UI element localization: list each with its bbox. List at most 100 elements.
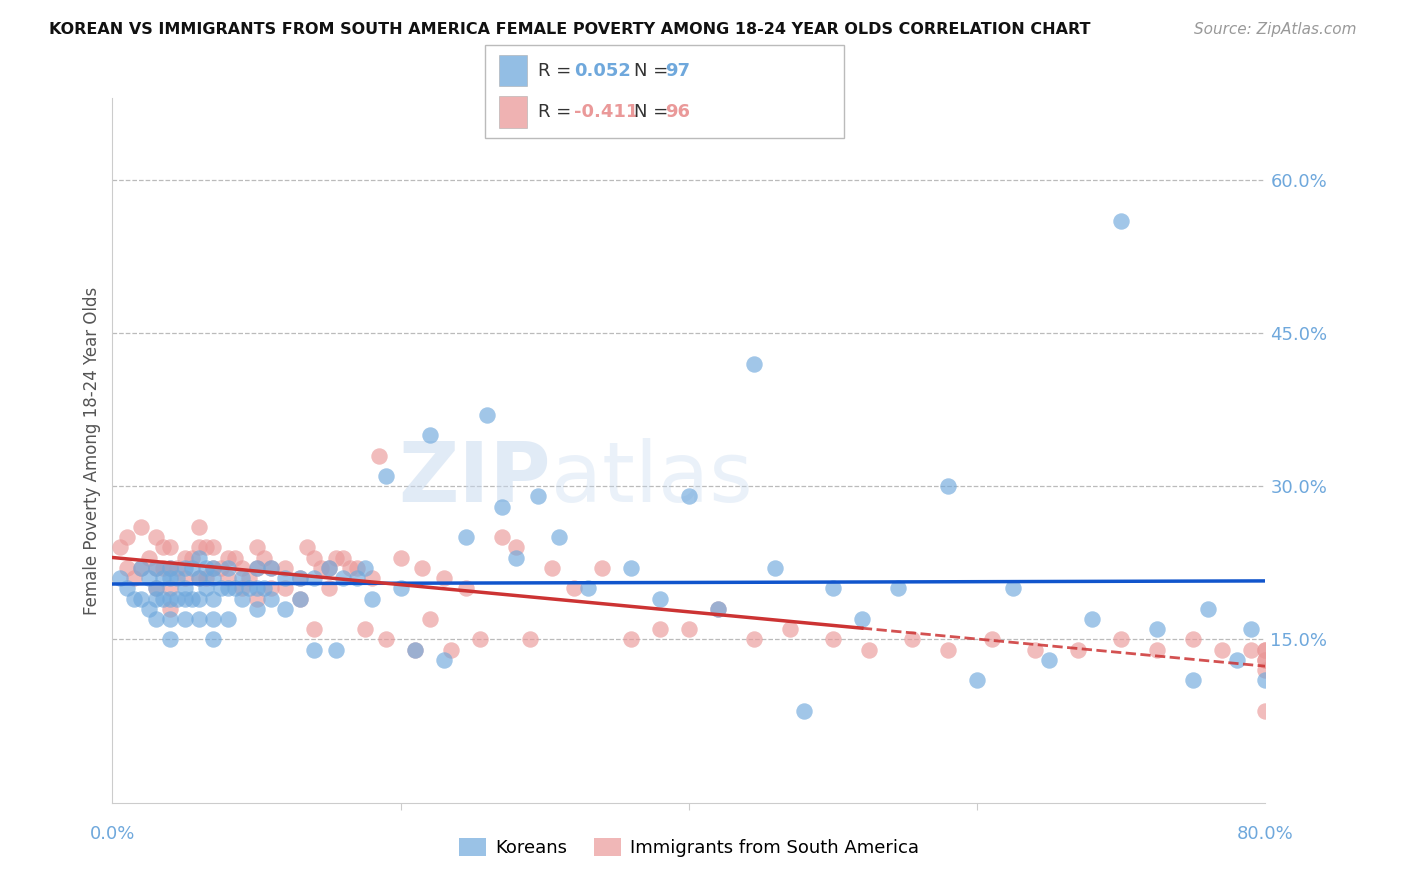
Point [202, 632, 225, 647]
Point [678, 622, 700, 636]
Text: 96: 96 [665, 103, 690, 121]
Point [145, 582, 167, 596]
Point [851, 612, 873, 626]
Point [858, 642, 880, 657]
Text: atlas: atlas [551, 438, 752, 519]
Point [1254, 642, 1277, 657]
Point [411, 561, 433, 575]
Point [548, 530, 571, 544]
Point [217, 571, 239, 585]
Point [202, 561, 225, 575]
Point [246, 561, 269, 575]
Point [576, 582, 599, 596]
Point [1002, 582, 1025, 596]
Point [238, 571, 260, 585]
Point [339, 561, 361, 575]
Point [195, 571, 218, 585]
Point [159, 561, 181, 575]
Point [454, 582, 477, 596]
Point [318, 561, 340, 575]
Point [318, 582, 340, 596]
Point [1197, 601, 1219, 615]
Point [129, 591, 153, 606]
Point [304, 571, 326, 585]
Point [936, 479, 959, 493]
Point [188, 550, 211, 565]
Text: 0.052: 0.052 [574, 62, 630, 79]
Point [1146, 642, 1168, 657]
Point [173, 550, 195, 565]
Text: 80.0%: 80.0% [1237, 825, 1294, 843]
Point [129, 561, 153, 575]
Point [166, 561, 188, 575]
Point [159, 601, 181, 615]
Point [526, 490, 548, 504]
Point [173, 612, 195, 626]
Point [260, 561, 283, 575]
Point [742, 357, 765, 371]
Point [433, 653, 456, 667]
Point [519, 632, 541, 647]
Point [491, 530, 513, 544]
Point [346, 571, 368, 585]
Text: N =: N = [634, 62, 673, 79]
Point [202, 612, 225, 626]
Point [1254, 704, 1277, 718]
Point [152, 591, 174, 606]
Point [389, 582, 412, 596]
Text: 97: 97 [665, 62, 690, 79]
Point [145, 612, 167, 626]
Point [1111, 632, 1133, 647]
Point [980, 632, 1002, 647]
Point [260, 582, 283, 596]
Point [188, 541, 211, 555]
Text: KOREAN VS IMMIGRANTS FROM SOUTH AMERICA FEMALE POVERTY AMONG 18-24 YEAR OLDS COR: KOREAN VS IMMIGRANTS FROM SOUTH AMERICA … [49, 22, 1091, 37]
Point [115, 582, 138, 596]
Point [325, 642, 347, 657]
Point [260, 561, 283, 575]
Point [304, 622, 326, 636]
Point [173, 591, 195, 606]
Point [274, 561, 297, 575]
Point [159, 541, 181, 555]
Point [159, 591, 181, 606]
Point [375, 632, 398, 647]
Point [295, 541, 318, 555]
Point [1182, 673, 1205, 688]
Point [202, 561, 225, 575]
Point [1254, 653, 1277, 667]
Point [138, 550, 160, 565]
Point [195, 541, 218, 555]
Point [419, 612, 441, 626]
Point [108, 541, 131, 555]
Point [433, 571, 456, 585]
Point [404, 642, 426, 657]
Point [1254, 642, 1277, 657]
Text: R =: R = [538, 62, 578, 79]
Point [253, 550, 276, 565]
Point [332, 550, 354, 565]
Point [238, 582, 260, 596]
Point [1067, 642, 1090, 657]
Point [360, 571, 382, 585]
Point [173, 571, 195, 585]
Point [253, 582, 276, 596]
Point [159, 612, 181, 626]
Point [346, 561, 368, 575]
Point [419, 428, 441, 442]
Point [375, 469, 398, 483]
Point [188, 571, 211, 585]
Point [180, 550, 202, 565]
Point [360, 591, 382, 606]
Point [138, 601, 160, 615]
Point [353, 622, 375, 636]
Point [224, 550, 246, 565]
Point [1182, 632, 1205, 647]
Point [173, 582, 195, 596]
Point [707, 601, 730, 615]
Point [159, 571, 181, 585]
Point [793, 704, 815, 718]
Point [304, 550, 326, 565]
Point [707, 601, 730, 615]
Point [209, 561, 232, 575]
